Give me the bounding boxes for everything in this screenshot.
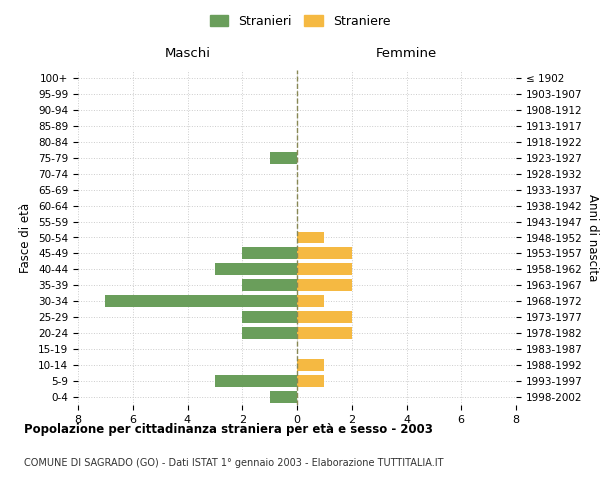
Legend: Stranieri, Straniere: Stranieri, Straniere: [206, 11, 394, 32]
Text: COMUNE DI SAGRADO (GO) - Dati ISTAT 1° gennaio 2003 - Elaborazione TUTTITALIA.IT: COMUNE DI SAGRADO (GO) - Dati ISTAT 1° g…: [24, 458, 443, 468]
Bar: [297, 327, 352, 339]
Bar: [242, 312, 297, 323]
Bar: [215, 264, 297, 276]
Bar: [297, 359, 325, 371]
Text: Femmine: Femmine: [376, 47, 437, 60]
Bar: [269, 152, 297, 164]
Y-axis label: Fasce di età: Fasce di età: [19, 202, 32, 272]
Bar: [297, 232, 325, 243]
Text: Popolazione per cittadinanza straniera per età e sesso - 2003: Popolazione per cittadinanza straniera p…: [24, 422, 433, 436]
Bar: [297, 280, 352, 291]
Bar: [269, 391, 297, 403]
Bar: [297, 312, 352, 323]
Bar: [215, 375, 297, 387]
Bar: [242, 327, 297, 339]
Bar: [297, 264, 352, 276]
Text: Maschi: Maschi: [164, 47, 211, 60]
Bar: [242, 280, 297, 291]
Bar: [106, 296, 297, 308]
Bar: [297, 296, 325, 308]
Y-axis label: Anni di nascita: Anni di nascita: [586, 194, 599, 281]
Bar: [242, 248, 297, 260]
Bar: [297, 248, 352, 260]
Bar: [297, 375, 325, 387]
